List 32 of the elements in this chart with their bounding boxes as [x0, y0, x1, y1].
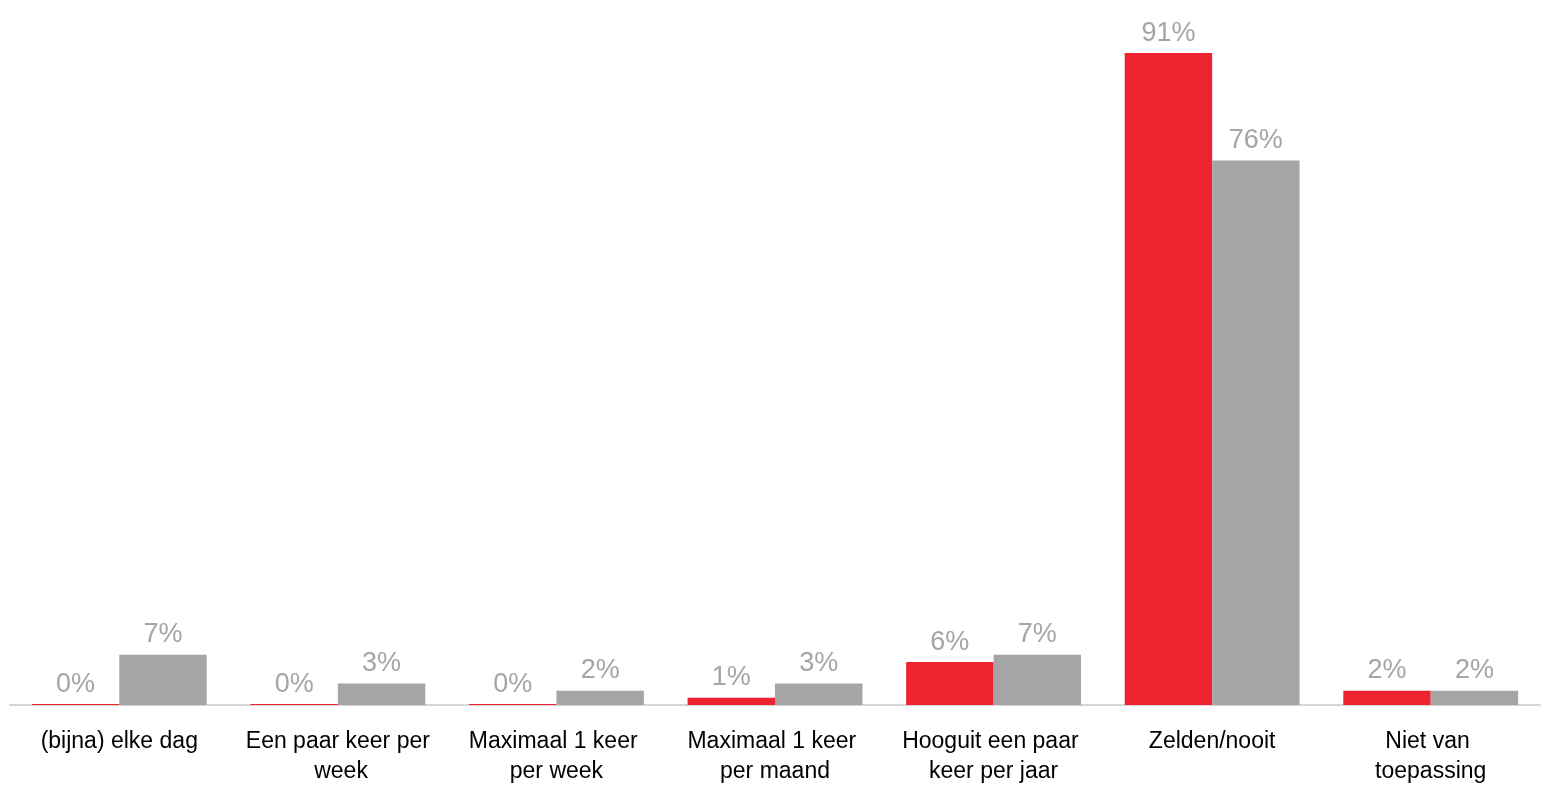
x-tick-label: Niet van toepassing	[1375, 727, 1487, 783]
data-label: 2%	[1454, 654, 1494, 685]
bar	[337, 683, 426, 705]
data-label: 3%	[362, 647, 402, 678]
x-tick-label: Een paar keer per week	[245, 727, 431, 783]
bar	[906, 662, 994, 705]
data-label: 7%	[1017, 618, 1057, 649]
bar	[775, 683, 863, 705]
data-label: 2%	[580, 654, 620, 685]
bar	[556, 690, 644, 705]
data-label: 7%	[143, 618, 183, 649]
x-tick-label: Maximaal 1 keer per maand	[687, 727, 863, 783]
data-label: 0%	[274, 667, 314, 698]
x-tick-label: Maximaal 1 keer per week	[468, 727, 644, 783]
bar	[1430, 690, 1519, 705]
data-label: 91%	[1141, 16, 1196, 47]
data-label: 1%	[711, 661, 751, 692]
data-label: 0%	[56, 667, 96, 698]
data-label: 76%	[1228, 123, 1283, 154]
bar	[687, 697, 775, 705]
data-label: 6%	[930, 625, 970, 656]
bar	[1212, 160, 1300, 705]
bar	[1343, 690, 1431, 705]
x-tick-label: Hooguit een paar keer per jaar	[902, 727, 1085, 783]
x-tick-label: Zelden/nooit	[1148, 727, 1277, 753]
data-label: 0%	[493, 667, 533, 698]
data-label: 2%	[1367, 654, 1407, 685]
bar	[1124, 53, 1213, 705]
x-tick-label: (bijna) elke dag	[40, 727, 198, 753]
bar	[119, 654, 207, 705]
data-label: 3%	[799, 647, 839, 678]
bar	[993, 654, 1081, 705]
